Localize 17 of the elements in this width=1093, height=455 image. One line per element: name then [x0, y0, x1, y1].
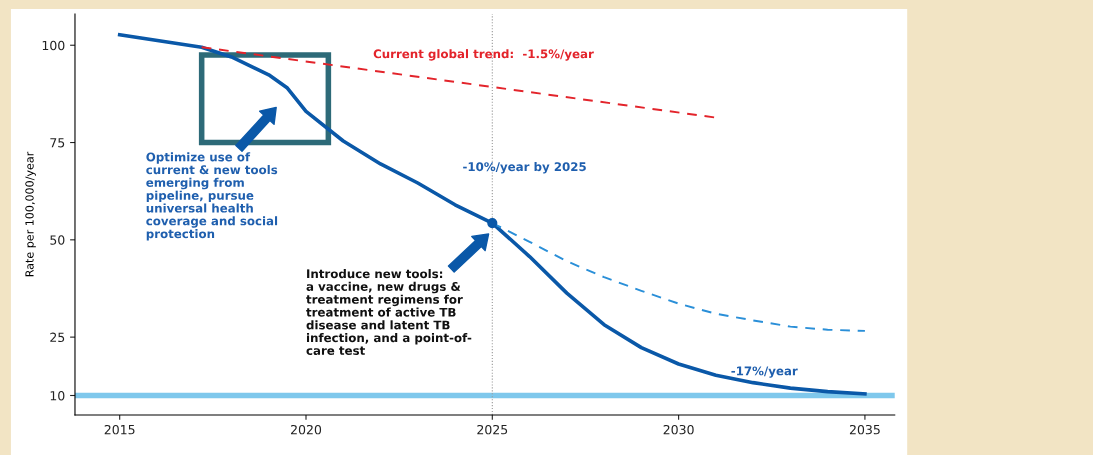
- x-tick-label: 2030: [663, 424, 694, 435]
- annotation: -10%/year by 2025: [463, 161, 586, 174]
- x-tick-label: 2015: [104, 424, 135, 435]
- annotation: Current global trend: -1.5%/year: [373, 49, 594, 61]
- x-tick-label: 2035: [849, 424, 880, 435]
- y-tick-label: 50: [50, 235, 65, 245]
- y-tick-label: 100: [42, 40, 65, 51]
- annotation: Optimize use of current & new tools emerging from pipeline, pursue universal health coverage and social protection: [146, 152, 278, 241]
- y-tick-label: 10: [50, 390, 65, 401]
- annotation: -17%/year: [731, 366, 798, 378]
- x-tick-label: 2020: [291, 424, 322, 435]
- x-tick-label: 2025: [477, 424, 508, 435]
- line-series: [117, 32, 867, 396]
- y-axis-title: Rate per 100,000/year: [25, 151, 36, 277]
- annotation: Introduce new tools: a vaccine, new drugs & treatment regimens for treatment of active TB disease and latent TB infection, and a point-of- care test: [306, 269, 472, 355]
- y-tick-label: 25: [50, 332, 65, 343]
- y-tick-label: 75: [50, 138, 65, 148]
